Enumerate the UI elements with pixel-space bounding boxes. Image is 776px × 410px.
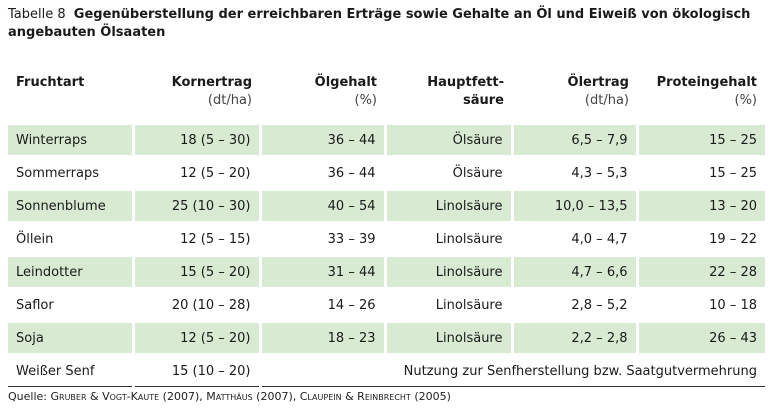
cell-crop: Weißer Senf (8, 353, 133, 387)
source-author-3: Claupein & Reinbrecht (299, 390, 411, 403)
cell-crop: Soja (8, 320, 133, 355)
header-fruchtart: Fruchtart (8, 70, 133, 124)
cell-protein: 15 – 25 (635, 155, 765, 190)
table-row: Sonnenblume 25 (10 – 30) 40 – 54 Linolsäure… (8, 188, 765, 223)
cell-fettsaeure: Ölsäure (383, 155, 512, 190)
cell-kornertrag: 18 (5 – 30) (131, 122, 260, 157)
table-row: Sommerraps 12 (5 – 20) 36 – 44 Ölsäure 4,3 –… (8, 155, 765, 190)
table-title: Gegenüberstellung der erreichbaren Erträ… (8, 7, 751, 40)
cell-yield: 15 (10 – 20) (131, 353, 260, 387)
header-oelgehalt: Ölgehalt (%) (260, 70, 385, 124)
cell-oelgehalt: 33 – 39 (258, 221, 385, 256)
cell-kornertrag: 20 (10 – 28) (131, 287, 260, 322)
table-caption: Tabelle 8 Gegenüberstellung der erreichb… (8, 6, 768, 42)
header-oelertrag: Ölertrag (dt/ha) (512, 70, 637, 124)
cell-fettsaeure: Linolsäure (383, 221, 512, 256)
cell-oelertrag: 4,3 – 5,3 (510, 155, 637, 190)
cell-protein: 10 – 18 (635, 287, 765, 322)
cell-fettsaeure: Ölsäure (383, 122, 512, 157)
cell-oelertrag: 2,8 – 5,2 (510, 287, 637, 322)
cell-oelgehalt: 36 – 44 (258, 122, 385, 157)
cell-fettsaeure: Linolsäure (383, 287, 512, 322)
cell-kornertrag: 12 (5 – 15) (131, 221, 260, 256)
cell-crop: Sommerraps (8, 155, 133, 190)
cell-oelertrag: 10,0 – 13,5 (510, 188, 637, 223)
cell-oelgehalt: 31 – 44 (258, 254, 385, 289)
cell-protein: 22 – 28 (635, 254, 765, 289)
cell-kornertrag: 25 (10 – 30) (131, 188, 260, 223)
table-row: Winterraps 18 (5 – 30) 36 – 44 Ölsäure 6,5 –… (8, 122, 765, 157)
source-author-1: Gruber & Vogt-Kaute (50, 390, 160, 403)
cell-kornertrag: 12 (5 – 20) (131, 320, 260, 355)
cell-crop: Leindotter (8, 254, 133, 289)
cell-crop: Sonnenblume (8, 188, 133, 223)
cell-protein: 19 – 22 (635, 221, 765, 256)
table-row-last: Weißer Senf 15 (10 – 20) Nutzung zur Sen… (8, 353, 765, 387)
cell-oelgehalt: 18 – 23 (258, 320, 385, 355)
cell-oelertrag: 4,0 – 4,7 (510, 221, 637, 256)
cell-oelgehalt: 36 – 44 (258, 155, 385, 190)
header-proteingehalt: Proteingehalt (%) (637, 70, 765, 124)
cell-kornertrag: 15 (5 – 20) (131, 254, 260, 289)
cell-kornertrag: 12 (5 – 20) (131, 155, 260, 190)
cell-oelertrag: 4,7 – 6,6 (510, 254, 637, 289)
header-hauptfettsaeure: Hauptfett-säure (385, 70, 512, 124)
table-row: Leindotter 15 (5 – 20) 31 – 44 Linolsäure 4,… (8, 254, 765, 289)
cell-fettsaeure: Linolsäure (383, 254, 512, 289)
cell-crop: Öllein (8, 221, 133, 256)
cell-oelertrag: 6,5 – 7,9 (510, 122, 637, 157)
table-row: Saflor 20 (10 – 28) 14 – 26 Linolsäure 2,8 –… (8, 287, 765, 322)
source-note: Quelle: Gruber & Vogt-Kaute (2007), Matt… (8, 390, 451, 403)
cell-fettsaeure: Linolsäure (383, 188, 512, 223)
cell-protein: 15 – 25 (635, 122, 765, 157)
cell-fettsaeure: Linolsäure (383, 320, 512, 355)
table-row: Öllein 12 (5 – 15) 33 – 39 Linolsäure 4,0 – … (8, 221, 765, 256)
table-row: Soja 12 (5 – 20) 18 – 23 Linolsäure 2,2 – 2,… (8, 320, 765, 355)
cell-protein: 26 – 43 (635, 320, 765, 355)
cell-note: Nutzung zur Senfherstellung bzw. Saatgut… (258, 353, 765, 387)
source-author-2: Matthäus (206, 390, 253, 403)
cell-crop: Saflor (8, 287, 133, 322)
table-number: Tabelle 8 (8, 7, 66, 22)
cell-oelgehalt: 40 – 54 (258, 188, 385, 223)
data-table: Fruchtart Kornertrag (dt/ha) Ölgehalt (%) … (8, 70, 765, 387)
cell-crop: Winterraps (8, 122, 133, 157)
header-kornertrag: Kornertrag (dt/ha) (133, 70, 260, 124)
cell-protein: 13 – 20 (635, 188, 765, 223)
cell-oelertrag: 2,2 – 2,8 (510, 320, 637, 355)
header-row: Fruchtart Kornertrag (dt/ha) Ölgehalt (%) … (8, 70, 765, 124)
cell-oelgehalt: 14 – 26 (258, 287, 385, 322)
